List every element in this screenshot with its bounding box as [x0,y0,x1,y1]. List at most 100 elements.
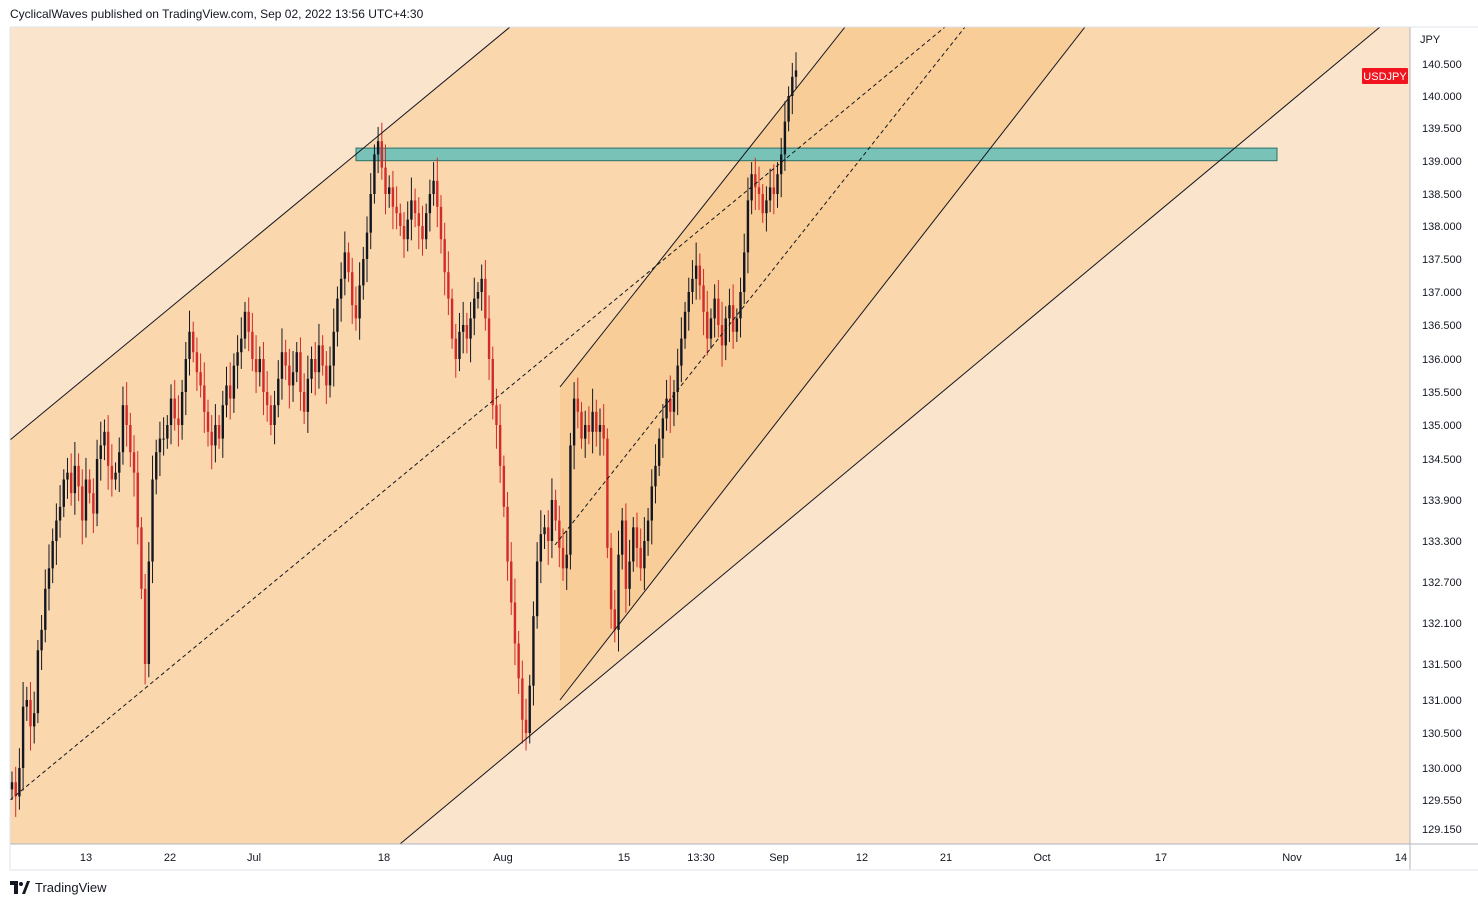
candle-body [447,272,450,299]
candle-body [214,425,217,446]
candle-body [114,472,117,480]
candle-body [669,398,672,412]
candle-body [672,392,676,412]
time-tick-label: Jul [247,852,261,864]
candle-body [66,472,69,480]
candle-body [617,554,620,630]
candle-body [317,345,321,373]
price-tick-label: 130.000 [1422,763,1462,775]
candle-body [624,520,628,589]
inner-midline [554,27,966,546]
candle-body [25,700,28,707]
symbol-badge-label: USDJPY [1363,71,1407,83]
candle-body [118,452,121,473]
candle-body [436,180,439,207]
candle-body [791,76,794,96]
time-axis[interactable]: 13 22 Jul 18 Aug 15 13:30 Sep 12 21 Oct 17 Nov 14 [80,852,1407,864]
candle-body [502,465,506,507]
candle-body [558,520,561,548]
time-tick-label: 13:30 [687,852,715,864]
candle-body [251,331,254,359]
candle-body [794,70,798,77]
candle-body [683,311,687,339]
candle-body [661,418,665,439]
candle-body [265,392,269,406]
candle-body [524,719,528,733]
candle-body [639,547,642,569]
time-tick-label: Nov [1282,852,1302,864]
price-tick-label: 131.500 [1422,659,1462,671]
price-tick-label: 135.000 [1422,420,1462,432]
candle-body [188,331,191,359]
candle-body [32,713,36,727]
candle-body [354,305,358,319]
candle-body [709,318,713,339]
price-tick-label: 138.000 [1422,221,1462,233]
candle-body [36,650,40,714]
candle-body [306,378,310,412]
candle-body [262,359,265,392]
candle-body [609,547,613,610]
candle-body [77,465,80,487]
candle-body [143,588,147,664]
candle-body [21,706,25,768]
price-axis[interactable]: 140.500 140.000 139.500 139.000 138.500 138.0… [1422,59,1462,836]
candle-body [687,292,690,312]
candle-body [95,459,99,514]
candle-body [680,338,683,366]
candle-body [735,318,739,332]
candle-body [424,213,428,240]
candle-body [151,479,154,562]
candle-body [384,167,387,194]
time-tick-label: 12 [856,852,868,864]
candle-body [351,272,354,306]
candle-body [339,278,343,299]
candle-body [121,405,125,453]
candle-body [10,782,14,790]
candle-body [206,411,210,432]
candle-body [81,486,84,521]
candle-body [273,405,276,425]
candle-body [140,527,143,589]
time-tick-label: 22 [164,852,176,864]
candle-body [99,445,102,459]
candle-body [169,398,173,425]
candle-body [18,768,21,797]
candle-body [465,325,469,339]
price-tick-label: 136.000 [1422,354,1462,366]
candle-body [29,700,32,727]
time-tick-label: Sep [769,852,789,864]
price-tick-label: 139.500 [1422,123,1462,135]
candle-body [539,534,543,562]
candle-body [576,398,580,412]
candle-body [269,405,273,425]
candle-body [754,174,757,188]
candle-body [332,331,335,366]
candle-body [406,219,409,240]
candle-body [284,352,287,366]
candle-body [280,352,284,379]
time-tick-label: 18 [378,852,390,864]
candle-body [147,561,151,664]
candle-body [521,678,524,720]
candle-body [373,154,376,194]
price-tick-label: 130.500 [1422,728,1462,740]
candle-body [569,445,572,555]
candle-body [532,616,535,686]
candle-body [69,472,73,494]
candle-body [399,213,402,226]
candle-body [620,520,624,555]
candle-body [62,479,65,507]
candle-body [277,378,280,406]
time-tick-label: 21 [940,852,952,864]
candle-body [192,331,195,353]
candle-body [443,239,446,273]
time-tick-label: 15 [618,852,630,864]
candle-body [528,685,531,733]
candle-body [480,278,483,292]
candle-body [225,385,228,406]
candle-body [362,259,365,286]
candle-body [513,602,517,644]
candle-body [236,352,239,366]
